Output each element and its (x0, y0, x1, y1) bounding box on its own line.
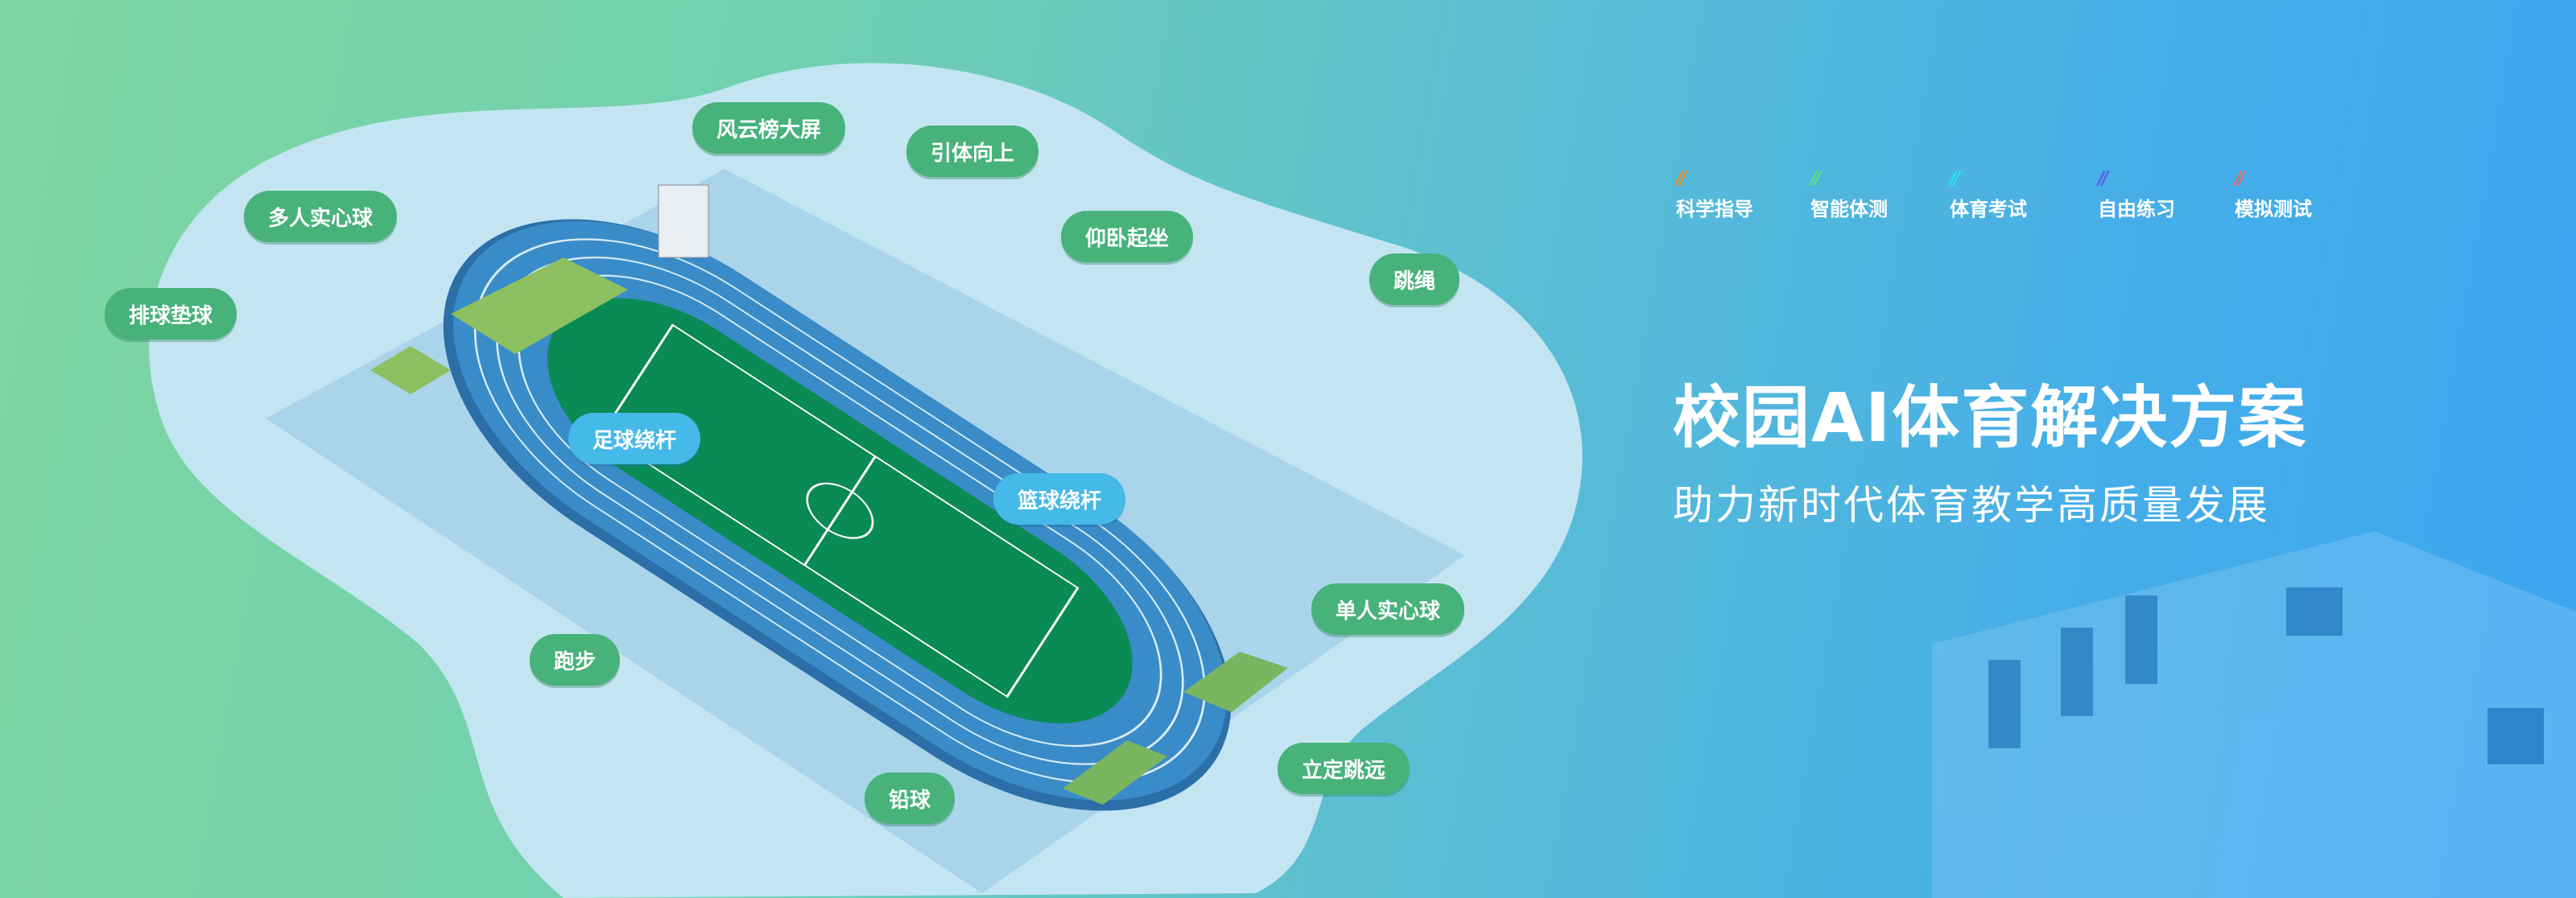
station-pullup[interactable]: 引体向上 (906, 126, 1039, 177)
tag-free-practice: //自由练习 (2098, 169, 2175, 221)
station-leaderboard[interactable]: 风云榜大屏 (691, 102, 846, 154)
multi-ball-lane (451, 257, 628, 354)
quote-mark-icon: // (1810, 169, 1821, 189)
quote-mark-icon: // (1676, 169, 1686, 189)
station-rope[interactable]: 跳绳 (1368, 253, 1460, 305)
leaderboard-screen (658, 184, 709, 258)
indoor-room-illustration (1932, 531, 2576, 898)
station-multi-ball[interactable]: 多人实心球 (243, 191, 398, 242)
quote-mark-icon: // (1950, 169, 1960, 189)
tag-pe-exam: //体育考试 (1950, 169, 2027, 221)
single-ball-mat (1183, 652, 1288, 712)
station-football[interactable]: 足球绕杆 (568, 413, 701, 464)
station-long-jump[interactable]: 立定跳远 (1277, 743, 1410, 794)
running-track (443, 219, 1232, 811)
station-running[interactable]: 跑步 (529, 634, 621, 686)
hero-title: 校园AI体育解决方案 (1673, 378, 2308, 457)
tag-science-guidance: //科学指导 (1676, 169, 1753, 221)
long-jump-mat (1063, 740, 1167, 805)
station-single-ball[interactable]: 单人实心球 (1311, 583, 1465, 635)
tag-mock-test: //模拟测试 (2235, 169, 2312, 221)
station-basketball[interactable]: 篮球绕杆 (993, 473, 1126, 525)
hero-subtitle: 助力新时代体育教学高质量发展 (1673, 482, 2270, 529)
station-situp[interactable]: 仰卧起坐 (1060, 211, 1194, 262)
quote-mark-icon: // (2098, 169, 2108, 189)
volleyball-mat (370, 346, 451, 394)
station-volleyball[interactable]: 排球垫球 (104, 288, 237, 340)
quote-mark-icon: // (2235, 169, 2245, 189)
station-shot-put[interactable]: 铅球 (864, 772, 956, 824)
tag-smart-test: //智能体测 (1810, 169, 1888, 221)
